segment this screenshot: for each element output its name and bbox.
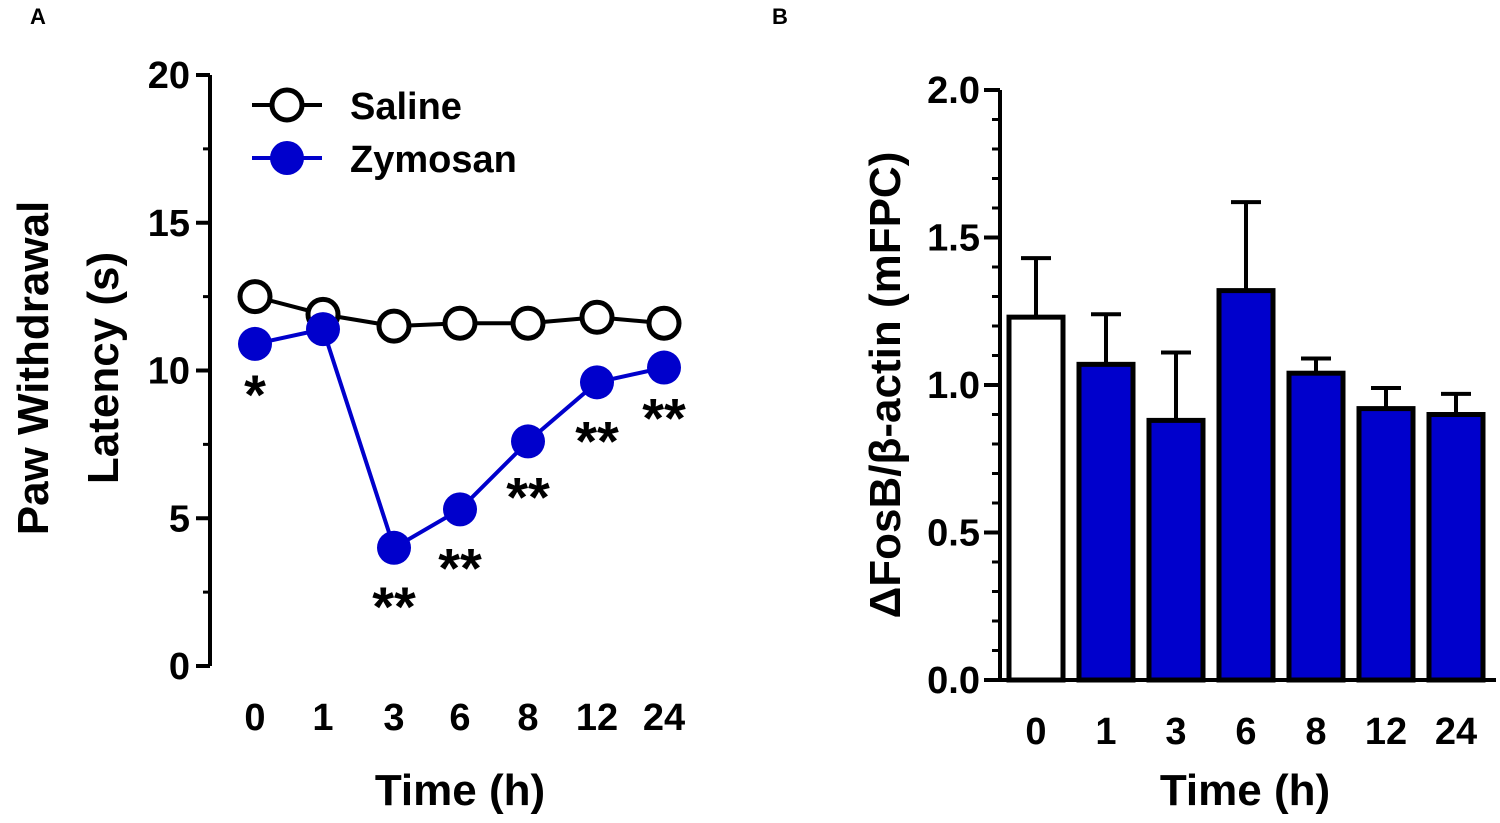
panel-b-y-ticks: 0.0 0.5 1.0 1.5 2.0: [927, 70, 1000, 702]
panel-a-point-zymosan: [511, 424, 545, 459]
panel-a-significance-mark: **: [372, 575, 416, 638]
panel-a-x-tick-label: 1: [312, 697, 333, 739]
panel-a-significance: ********* **: [244, 363, 686, 638]
panel-b-bar: [1426, 412, 1486, 683]
panel-b-x-tick-label: 8: [1305, 711, 1326, 753]
panel-a-x-tick-label: 0: [244, 697, 265, 739]
panel-a-y-tick-label: 20: [148, 55, 190, 97]
panel-b-bar: [1356, 406, 1416, 683]
panel-a-x-tick-label: 24: [643, 697, 685, 739]
panel-a-point-saline: [376, 308, 412, 344]
panel-b-y-tick-label: 2.0: [927, 70, 980, 112]
panel-a-y-tick-label: 0: [169, 646, 190, 688]
panel-b-bar: [1146, 417, 1206, 683]
panel-a-significance-mark: *: [244, 363, 266, 426]
panel-a-label: A: [30, 4, 46, 29]
panel-a-point-zymosan: [377, 530, 411, 565]
panel-b-y-tick-label: 0.0: [927, 660, 980, 702]
panel-a-y-ticks: 0 5 10 15 20: [148, 55, 210, 688]
panel-a-x-tick-label: 8: [517, 697, 538, 739]
panel-b-bars: [1006, 200, 1486, 683]
panel-a-x-tick-label: 3: [383, 697, 404, 739]
panel-a-point-saline: [646, 305, 682, 341]
panel-b-x-title: Time (h): [1160, 766, 1330, 815]
panel-b-bar: [1076, 361, 1136, 683]
panel-a-significance-mark: **: [438, 536, 482, 599]
panel-b-y-title: ΔFosB/β-actin (mFPC): [861, 152, 910, 619]
panel-b-x-tick-label: 1: [1095, 711, 1116, 753]
panel-b-y-tick-label: 1.0: [927, 365, 980, 407]
panel-a-series: [237, 279, 682, 565]
panel-a-x-tick-label: 6: [449, 697, 470, 739]
panel-b-x-tick-label: 12: [1365, 711, 1407, 753]
panel-a-significance-mark: **: [575, 409, 619, 472]
panel-a-point-saline: [442, 305, 478, 341]
panel-b-x-tick-label: 24: [1435, 711, 1477, 753]
panel-b-bar: [1006, 314, 1066, 683]
panel-a-y-tick-label: 10: [148, 351, 190, 393]
panel-b-y-tick-label: 0.5: [927, 513, 980, 555]
panel-b-bar: [1216, 288, 1276, 683]
panel-a-y-title-line1: Paw Withdrawal: [9, 201, 58, 536]
panel-a-point-saline: [237, 279, 273, 315]
panel-b-x-tick-label: 0: [1025, 711, 1046, 753]
panel-a-x-title: Time (h): [375, 766, 545, 815]
panel-b-x-ticks: 0 1 3 6 8 12 24: [1025, 711, 1477, 753]
panel-a-y-tick-label: 5: [169, 498, 190, 540]
panel-b-x-tick-label: 3: [1165, 711, 1186, 753]
panel-a-point-saline: [510, 305, 546, 341]
panel-b-y-tick-label: 1.5: [927, 218, 980, 260]
panel-a-significance-mark: **: [642, 387, 686, 450]
panel-a-x-ticks: 0 1 3 6 8 12 24: [244, 697, 685, 739]
panel-a-x-tick-label: 12: [576, 697, 618, 739]
panel-a-point-saline: [579, 299, 615, 335]
legend-saline-marker: [269, 87, 305, 123]
panel-a-y-title-line2: Latency (s): [79, 252, 128, 484]
panel-b-label: B: [772, 4, 788, 29]
panel-a-significance-mark: **: [506, 465, 550, 528]
legend-zymosan-label: Zymosan: [350, 139, 517, 181]
panel-a-point-zymosan: [306, 312, 340, 347]
panel-a-point-zymosan: [238, 326, 272, 361]
panel-a-y-tick-label: 15: [148, 203, 190, 245]
panel-a-point-zymosan: [580, 365, 614, 400]
legend-zymosan-marker: [270, 141, 304, 175]
panel-b-bar: [1286, 370, 1346, 683]
legend-saline-label: Saline: [350, 86, 462, 128]
panel-a-legend: Saline Zymosan: [252, 86, 517, 181]
panel-b-x-tick-label: 6: [1235, 711, 1256, 753]
panel-a-point-zymosan: [443, 492, 477, 527]
panel-a-point-zymosan: [647, 350, 681, 385]
